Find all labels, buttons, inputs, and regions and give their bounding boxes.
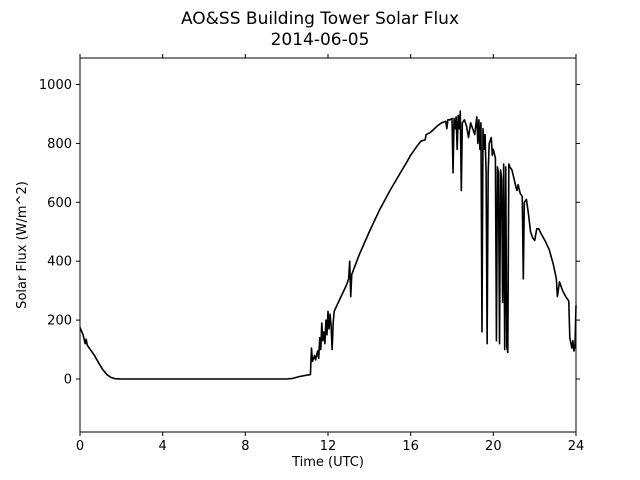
y-tick-label: 600 xyxy=(47,196,72,211)
y-tick-label: 400 xyxy=(47,255,72,270)
solar-flux-series-line xyxy=(79,110,577,380)
x-tick-label: 0 xyxy=(76,439,84,454)
chart-title: AO&SS Building Tower Solar Flux xyxy=(181,9,459,29)
x-tick-label: 24 xyxy=(568,439,585,454)
y-tick-label: 0 xyxy=(64,372,72,387)
y-tick-label: 200 xyxy=(47,314,72,329)
y-axis-label: Solar Flux (W/m^2) xyxy=(15,181,30,309)
plot-frame xyxy=(79,57,577,433)
x-tick-label: 20 xyxy=(485,439,502,454)
chart-subtitle: 2014-06-05 xyxy=(271,30,370,50)
x-tick-label: 8 xyxy=(241,439,249,454)
x-tick-label: 4 xyxy=(159,439,167,454)
x-tick-label: 12 xyxy=(320,439,337,454)
x-axis-label: Time (UTC) xyxy=(291,455,364,470)
plot-area: 0 4 8 12 16 20 24 0 200 400 600 800 1000 xyxy=(39,54,584,454)
y-tick-label: 1000 xyxy=(39,78,72,93)
y-tick-label: 800 xyxy=(47,137,72,152)
x-tick-label: 16 xyxy=(402,439,419,454)
